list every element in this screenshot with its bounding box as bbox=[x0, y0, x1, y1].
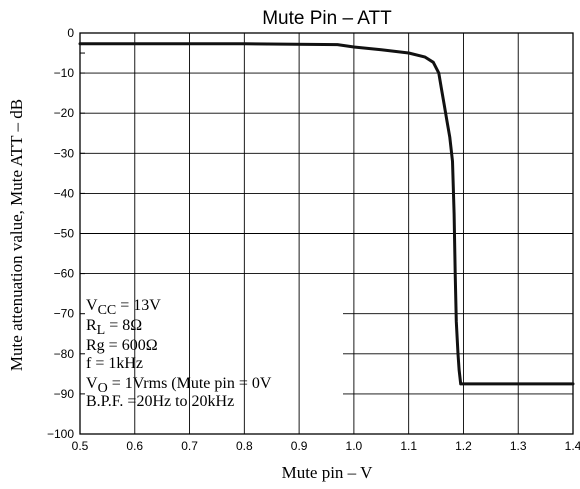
x-tick-label: 0.5 bbox=[72, 439, 89, 453]
x-tick-label: 0.8 bbox=[236, 439, 253, 453]
x-tick-label: 1.0 bbox=[346, 439, 363, 453]
x-tick-label: 1.1 bbox=[400, 439, 417, 453]
y-tick-label: −30 bbox=[54, 146, 75, 160]
y-tick-label: −50 bbox=[54, 227, 75, 241]
y-tick-label: 0 bbox=[67, 26, 74, 40]
attenuation-curve bbox=[78, 42, 575, 386]
y-tick-label: −40 bbox=[54, 186, 75, 200]
x-tick-label: 1.2 bbox=[455, 439, 472, 453]
y-tick-label: −100 bbox=[47, 427, 74, 441]
annotation-line: VCC = 13V bbox=[86, 297, 161, 318]
x-tick-label: 1.4 bbox=[565, 439, 580, 453]
annotation-line: RL = 8Ω bbox=[86, 317, 142, 338]
x-tick-label: 1.3 bbox=[510, 439, 527, 453]
annotation-line: Rg = 600Ω bbox=[86, 337, 158, 354]
y-axis-label: Mute attenuation value, Mute ATT – dB bbox=[7, 99, 26, 371]
x-tick-labels: 0.5 0.6 0.7 0.8 0.9 1.0 1.1 1.2 1.3 1.4 bbox=[72, 439, 580, 453]
y-tick-label: −60 bbox=[54, 267, 75, 281]
y-tick-label: −10 bbox=[54, 66, 75, 80]
y-tick-label: −90 bbox=[54, 387, 75, 401]
annotation-line: f = 1kHz bbox=[86, 355, 143, 372]
grid-lines bbox=[80, 33, 573, 434]
y-tick-label: −80 bbox=[54, 347, 75, 361]
annotation-line: B.P.F. =20Hz to 20kHz bbox=[86, 393, 234, 410]
chart-title: Mute Pin – ATT bbox=[262, 8, 392, 29]
y-tick-label: −70 bbox=[54, 307, 75, 321]
x-tick-label: 0.7 bbox=[181, 439, 198, 453]
y-tick-label: −20 bbox=[54, 106, 75, 120]
x-axis-label: Mute pin – V bbox=[282, 463, 374, 482]
x-tick-label: 0.6 bbox=[126, 439, 143, 453]
y-tick-labels: 0 −10 −20 −30 −40 −50 −60 −70 −80 −90 −100 bbox=[47, 26, 85, 441]
x-tick-label: 0.9 bbox=[291, 439, 308, 453]
annotation-line: VO = 1Vrms (Mute pin = 0V bbox=[86, 375, 272, 396]
